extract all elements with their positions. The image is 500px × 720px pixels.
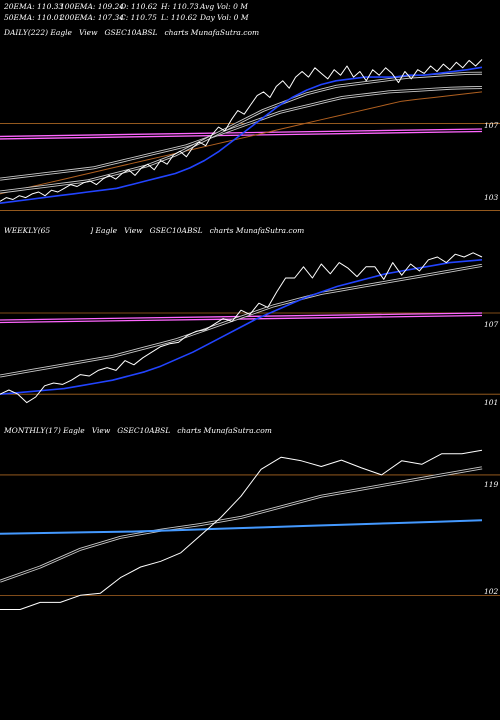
monthly-label-symbol: GSEC10ABSL	[117, 426, 171, 435]
weekly-label-source: charts MunafaSutra.com	[209, 226, 305, 235]
weekly-label-view: View	[124, 226, 143, 235]
header-avg-vol: Avg Vol: 0 M	[200, 2, 248, 11]
daily-label-source: charts MunafaSutra.com	[164, 28, 260, 37]
header-low: L: 110.62	[161, 13, 198, 22]
header-ema50: 50EMA: 110.01	[4, 13, 64, 22]
weekly-ema-white-line-outer	[0, 263, 483, 378]
monthly-ema-blue-line	[0, 519, 483, 535]
weekly-ema-blue-line	[0, 259, 483, 395]
weekly-label-period: WEEKLY(65	[4, 226, 51, 235]
daily-panel-label: DAILY(222) Eagle View GSEC10ABSL charts Mun…	[4, 28, 266, 37]
daily-label-period: DAILY(222) Eagle	[4, 28, 72, 37]
monthly-panel-label: MONTHLY(17) Eagle View GSEC10ABSL charts Mu…	[4, 426, 279, 435]
weekly-support-line-b	[0, 314, 483, 324]
weekly-panel-label: WEEKLY(65 ] Eagle View GSEC10ABSL charts Mun…	[4, 226, 311, 235]
daily-price-line	[0, 59, 483, 202]
daily-tick-label-0: 107	[484, 121, 499, 130]
weekly-price-line	[0, 252, 483, 404]
daily-ema200-line	[0, 91, 483, 195]
header-open: O: 110.62	[120, 2, 158, 11]
monthly-label-source: charts MunafaSutra.com	[177, 426, 272, 435]
monthly-price-line	[0, 449, 483, 610]
daily-support-line-a	[0, 128, 483, 138]
header-day-vol: Day Vol: 0 M	[200, 13, 249, 22]
weekly-tick-label-1: 101	[484, 398, 498, 407]
daily-label-view: View	[78, 28, 98, 37]
monthly-ema-white-line-inner	[0, 467, 483, 582]
header-close: C: 110.75	[120, 13, 157, 22]
monthly-tick-label-0: 119	[484, 480, 499, 489]
daily-ema100-line-inner	[0, 86, 483, 180]
header-ema20: 20EMA: 110.33	[4, 2, 64, 11]
monthly-ema-white-line-outer	[0, 466, 483, 583]
weekly-label-eagle: ] Eagle	[90, 226, 118, 235]
weekly-label-symbol: GSEC10ABSL	[149, 226, 203, 235]
daily-tick-label-1: 103	[484, 193, 499, 202]
header-high: H: 110.73	[161, 2, 199, 11]
monthly-label-period: MONTHLY(17) Eagle	[4, 426, 85, 435]
weekly-ema-white-line-inner	[0, 264, 483, 377]
daily-label-symbol: GSEC10ABSL	[104, 28, 158, 37]
header-ema200: 200EMA: 107.34	[60, 13, 125, 22]
header-ema100: 100EMA: 109.24	[60, 2, 125, 11]
monthly-tick-label-1: 102	[484, 587, 499, 596]
weekly-tick-label-0: 107	[484, 320, 499, 329]
monthly-label-view: View	[91, 426, 111, 435]
